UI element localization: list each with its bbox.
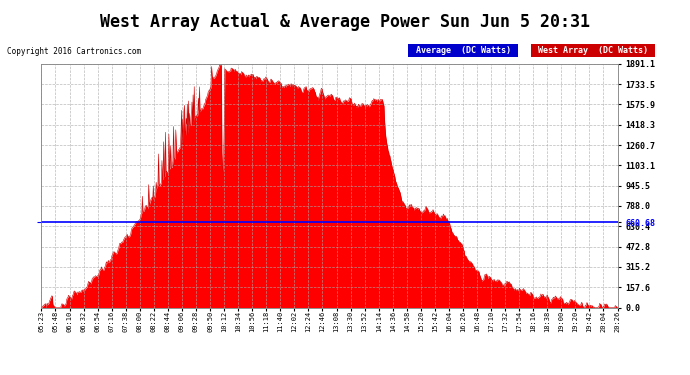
Text: West Array Actual & Average Power Sun Jun 5 20:31: West Array Actual & Average Power Sun Ju… [100, 13, 590, 31]
Text: West Array  (DC Watts): West Array (DC Watts) [533, 46, 653, 55]
Text: Average  (DC Watts): Average (DC Watts) [411, 46, 515, 55]
Text: Copyright 2016 Cartronics.com: Copyright 2016 Cartronics.com [7, 47, 141, 56]
